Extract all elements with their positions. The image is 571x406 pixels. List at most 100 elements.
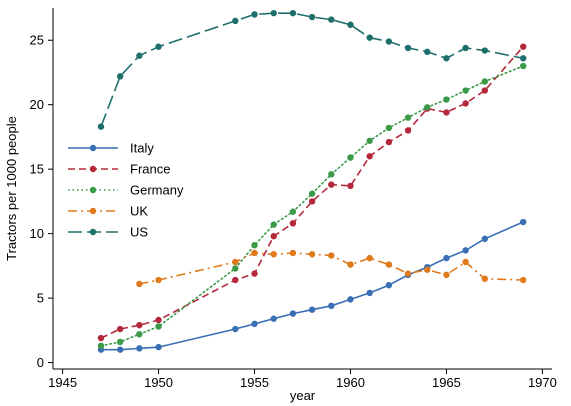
- data-point-france: [366, 153, 373, 160]
- data-point-uk: [462, 258, 469, 266]
- y-tick-label: 15: [30, 162, 44, 177]
- data-point-germany: [308, 190, 316, 197]
- legend-marker-italy: [89, 144, 97, 152]
- series-line-us: [100, 12, 524, 127]
- data-point-italy: [443, 254, 450, 262]
- legend-item-germany: Germany: [68, 183, 184, 198]
- data-point-france: [289, 220, 297, 227]
- data-point-germany: [366, 137, 373, 144]
- legend-marker-uk: [89, 207, 97, 215]
- data-point-germany: [97, 342, 105, 349]
- legend: Italy France Germany UK US: [68, 141, 184, 240]
- data-point-uk: [251, 249, 258, 257]
- series-line-germany: [100, 65, 525, 347]
- y-tick-label: 20: [30, 97, 44, 112]
- legend-label-germany: Germany: [130, 183, 184, 198]
- series-italy: [97, 218, 527, 353]
- data-point-us: [404, 44, 412, 52]
- data-point-germany: [520, 62, 527, 70]
- data-point-us: [136, 52, 143, 59]
- data-point-france: [136, 321, 143, 329]
- data-point-italy: [347, 296, 354, 303]
- data-point-germany: [270, 221, 277, 228]
- data-point-uk: [289, 249, 297, 257]
- data-point-germany: [232, 265, 239, 272]
- data-point-us: [116, 73, 124, 80]
- data-point-uk: [155, 276, 162, 284]
- data-point-germany: [443, 96, 450, 103]
- data-point-france: [308, 198, 316, 205]
- legend-item-uk: UK: [68, 204, 148, 219]
- data-point-uk: [366, 254, 373, 262]
- data-point-us: [232, 17, 239, 25]
- data-point-italy: [270, 315, 277, 322]
- series-layer: [97, 9, 527, 353]
- data-point-italy: [462, 247, 469, 254]
- data-point-us: [443, 55, 450, 62]
- data-point-france: [347, 182, 354, 190]
- legend-item-france: France: [68, 162, 170, 177]
- data-point-italy: [385, 281, 393, 289]
- data-point-italy: [366, 289, 373, 297]
- data-point-us: [328, 16, 335, 23]
- data-point-us: [270, 9, 277, 17]
- data-point-france: [116, 325, 124, 333]
- series-france: [97, 43, 527, 342]
- data-point-us: [366, 34, 373, 41]
- data-point-uk: [347, 261, 354, 268]
- data-point-germany: [462, 87, 469, 94]
- series-germany: [97, 62, 527, 349]
- data-point-uk: [136, 280, 143, 288]
- axes: 1945 1950 1955 1960 1965 1970 0 5 10 15 20 25: [30, 8, 557, 390]
- data-point-us: [155, 43, 162, 50]
- data-point-france: [251, 270, 258, 277]
- legend-label-france: France: [130, 162, 170, 177]
- data-point-france: [443, 109, 450, 116]
- data-point-germany: [251, 242, 258, 249]
- data-point-france: [328, 181, 335, 188]
- data-point-italy: [328, 302, 335, 310]
- data-point-uk: [270, 251, 277, 258]
- data-point-france: [97, 334, 105, 342]
- y-tick-label: 5: [37, 291, 44, 306]
- data-point-uk: [481, 275, 489, 282]
- y-tick-label: 0: [37, 355, 44, 370]
- x-tick-label: 1950: [144, 375, 173, 390]
- data-point-us: [251, 11, 258, 18]
- legend-label-italy: Italy: [130, 141, 154, 156]
- data-point-us: [462, 44, 469, 52]
- data-point-us: [481, 47, 489, 54]
- legend-item-italy: Italy: [68, 141, 154, 156]
- data-point-us: [424, 48, 431, 56]
- data-point-italy: [520, 218, 527, 226]
- data-point-italy: [116, 346, 124, 353]
- series-uk: [136, 249, 527, 288]
- data-point-italy: [289, 310, 297, 317]
- data-point-us: [97, 123, 105, 130]
- data-point-us: [385, 38, 393, 45]
- data-point-uk: [385, 261, 393, 268]
- data-point-germany: [116, 338, 124, 346]
- data-point-germany: [155, 323, 162, 330]
- data-point-us: [308, 13, 316, 21]
- data-point-uk: [328, 252, 335, 259]
- data-point-uk: [443, 271, 450, 279]
- data-point-italy: [481, 235, 489, 242]
- data-point-germany: [424, 104, 431, 111]
- y-tick-label: 25: [30, 33, 44, 48]
- data-point-us: [520, 55, 527, 62]
- y-tick-label: 10: [30, 226, 44, 241]
- legend-marker-us: [89, 228, 97, 236]
- data-point-uk: [424, 266, 431, 273]
- x-tick-label: 1945: [48, 375, 77, 390]
- data-point-germany: [385, 124, 393, 132]
- legend-label-uk: UK: [130, 204, 148, 219]
- data-point-germany: [404, 114, 412, 121]
- x-tick-label: 1970: [528, 375, 557, 390]
- data-point-france: [270, 233, 277, 240]
- data-point-italy: [308, 306, 316, 313]
- data-point-germany: [136, 330, 143, 338]
- legend-marker-france: [89, 165, 97, 173]
- data-point-uk: [404, 270, 412, 277]
